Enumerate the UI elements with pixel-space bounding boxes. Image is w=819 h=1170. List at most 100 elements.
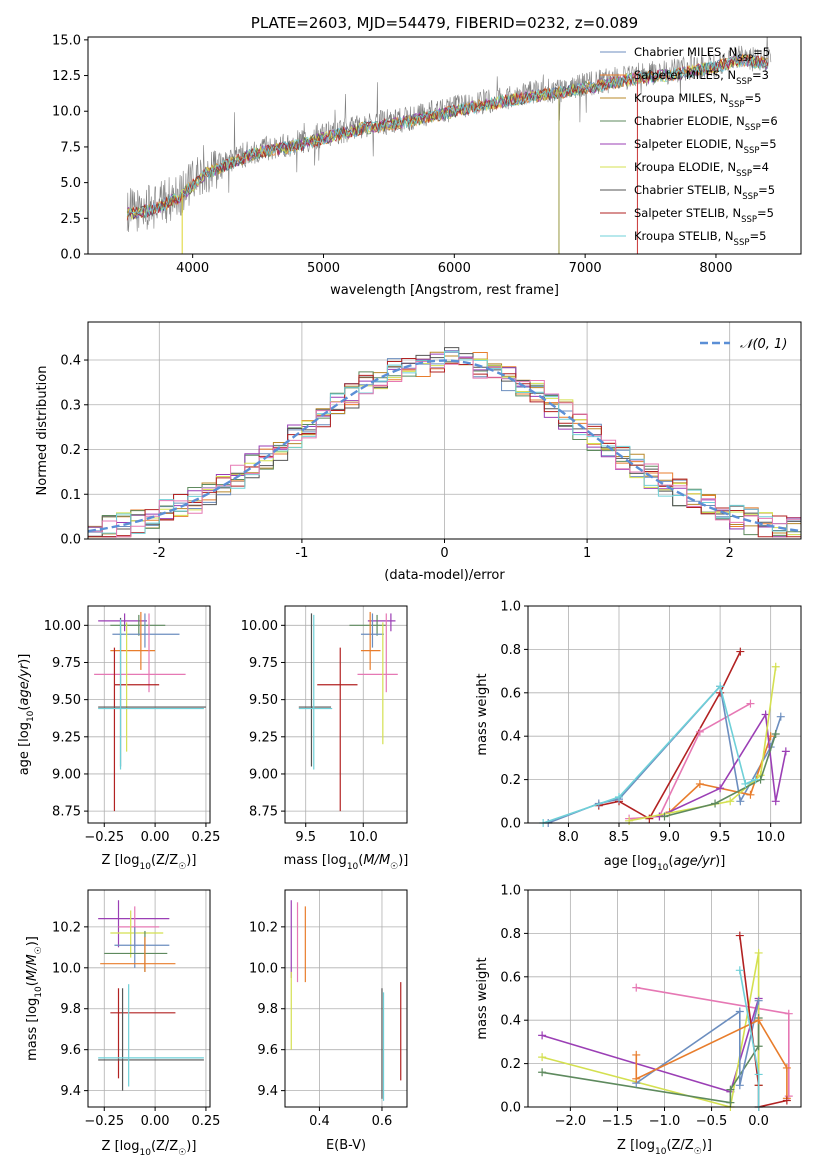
y-tick-label: 10.00 xyxy=(241,619,278,634)
axes-frame xyxy=(284,605,408,824)
y-tick-label: 1.0 xyxy=(500,884,521,899)
label-part: 10 xyxy=(657,863,669,873)
x-tick-label: 9.5 xyxy=(295,830,316,845)
errorbar xyxy=(98,619,204,770)
y-tick-label: 0.2 xyxy=(500,773,521,788)
errorbar xyxy=(298,613,332,767)
label-part: ☉ xyxy=(694,1147,702,1157)
chart-title: PLATE=2603, MJD=54479, FIBERID=0232, z=0… xyxy=(251,14,638,32)
y-tick-label: 0.3 xyxy=(60,398,81,413)
x-tick-label: 6000 xyxy=(438,261,471,276)
label-part: ( xyxy=(358,853,363,868)
legend-label: Kroupa STELIB, NSSP=5 xyxy=(634,229,766,248)
legend-name: Chabrier ELODIE, N xyxy=(634,114,745,128)
y-tick-label: 9.8 xyxy=(257,1002,278,1017)
histogram-area xyxy=(88,347,801,538)
legend-sub: SSP xyxy=(736,77,752,87)
legend-sub: SSP xyxy=(737,54,753,64)
legend-label: Kroupa ELODIE, NSSP=4 xyxy=(634,160,769,179)
x-tick-label: -2 xyxy=(153,546,166,561)
y-tick-label: 15.0 xyxy=(52,33,81,48)
y-tick-label: 9.75 xyxy=(249,656,278,671)
x-tick-label: 8.0 xyxy=(558,830,579,845)
weight-line xyxy=(635,1000,760,1086)
weight-point xyxy=(754,1070,763,1079)
y-tick-label: 0.2 xyxy=(60,443,81,458)
histogram-step xyxy=(88,357,801,538)
errorbar xyxy=(114,926,170,968)
legend-name: Chabrier STELIB, N xyxy=(634,183,742,197)
label-part: 10 xyxy=(139,862,151,872)
label-part: age/yr xyxy=(673,854,716,869)
x-axis-label: (data-model)/error xyxy=(384,568,505,583)
x-tick-label: 1 xyxy=(583,546,591,561)
y-axis-label: Normed distribution xyxy=(35,366,50,496)
x-tick-label: −0.5 xyxy=(696,1114,728,1129)
legend-label: Kroupa MILES, NSSP=5 xyxy=(634,91,761,110)
legend-name: Salpeter MILES, N xyxy=(634,68,736,82)
y-tick-label: 9.4 xyxy=(60,1084,81,1099)
label-part: mass [log xyxy=(284,853,347,868)
y-tick-label: 9.50 xyxy=(52,693,81,708)
legend-suffix: =5 xyxy=(758,183,775,197)
errorbar xyxy=(317,647,358,812)
weight-line xyxy=(664,733,777,818)
x-tick-label: 8.5 xyxy=(609,830,630,845)
legend-label: Salpeter ELODIE, NSSP=5 xyxy=(634,137,777,156)
x-axis-label: E(B-V) xyxy=(326,1138,366,1153)
label-part: ( xyxy=(25,981,40,986)
weight-point xyxy=(538,1031,547,1040)
x-tick-label: −1.0 xyxy=(649,1114,681,1129)
weight-point xyxy=(695,779,704,788)
weight-point xyxy=(538,1053,547,1062)
y-tick-label: 0.8 xyxy=(500,643,521,658)
errorbar xyxy=(110,614,166,636)
label-part: 10 xyxy=(655,1147,667,1157)
errorbar xyxy=(360,613,384,648)
y-tick-label: 0.4 xyxy=(500,1014,521,1029)
weight-line xyxy=(628,666,777,822)
y-tick-label: 0.0 xyxy=(500,1101,521,1116)
legend-label: Chabrier ELODIE, NSSP=6 xyxy=(634,114,778,133)
y-tick-label: 0.6 xyxy=(500,970,521,985)
spectrum-axes: 4000 5000 6000 7000 8000 0.0 2.5 5.0 7.5 10.0 12.5… xyxy=(52,14,802,298)
x-axis-label: Z [log10(Z/Z☉)] xyxy=(617,1138,712,1157)
label-part: ( xyxy=(668,854,673,869)
errorbar xyxy=(349,614,387,636)
y-tick-label: 0.4 xyxy=(500,730,521,745)
mass-vs-Z-axes: −0.25 0.00 0.259.49.69.810.010.2Z [log10(Z… xyxy=(25,889,220,1158)
weight-point xyxy=(754,948,763,957)
label-part: M/M xyxy=(25,954,40,981)
x-tick-label: 0.6 xyxy=(372,1114,393,1129)
legend-name: Chabrier MILES, N xyxy=(634,45,737,59)
label-part: Z [log xyxy=(102,1139,140,1154)
x-tick-label: 8000 xyxy=(699,261,732,276)
y-tick-label: 10.0 xyxy=(52,105,81,120)
legend-suffix: =3 xyxy=(752,68,769,82)
weight-line xyxy=(541,952,760,1108)
legend-label: Chabrier MILES, NSSP=5 xyxy=(634,45,770,64)
weight-point xyxy=(736,797,745,806)
legend-sub: SSP xyxy=(729,100,745,110)
x-tick-label: 0.00 xyxy=(141,830,170,845)
y-tick-label: 10.2 xyxy=(249,920,278,935)
weight-series xyxy=(538,931,793,1111)
errorbar xyxy=(110,611,156,670)
y-axis-label: mass [log10(M/M☉)] xyxy=(25,936,44,1061)
y-tick-label: 9.8 xyxy=(60,1002,81,1017)
legend-label: Salpeter MILES, NSSP=3 xyxy=(634,68,769,87)
legend-suffix: =5 xyxy=(757,206,774,220)
y-tick-label: 1.0 xyxy=(500,600,521,615)
y-tick-label: 8.75 xyxy=(52,805,81,820)
y-tick-label: 0.6 xyxy=(500,686,521,701)
axes-frame xyxy=(527,889,802,1108)
x-tick-label: 10.0 xyxy=(349,830,378,845)
y-tick-label: 10.0 xyxy=(52,961,81,976)
x-axis-label: age [log10(age/yr)] xyxy=(604,854,726,873)
legend-name: Kroupa ELODIE, N xyxy=(634,160,736,174)
legend-sub: SSP xyxy=(744,146,760,156)
weight-point xyxy=(781,747,790,756)
errorbar xyxy=(98,984,204,1087)
axes-frame xyxy=(87,889,211,1108)
